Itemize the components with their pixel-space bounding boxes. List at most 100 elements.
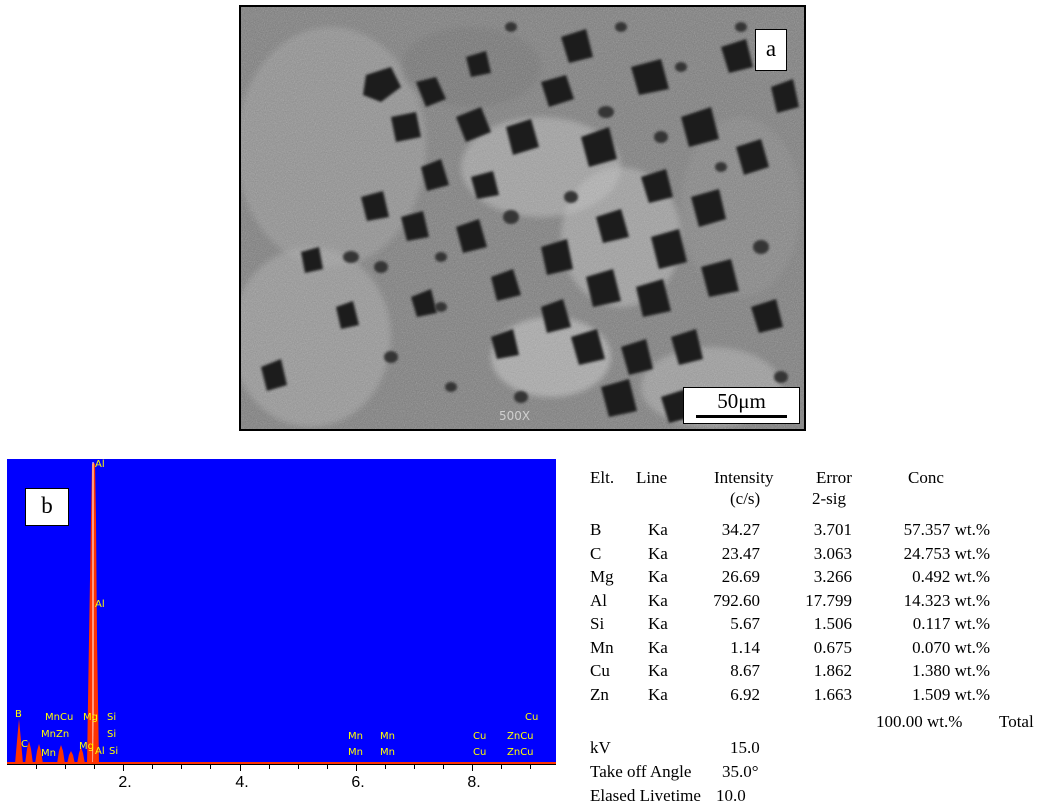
cell-element: Cu [590, 661, 610, 680]
peak-label-si: Si [107, 712, 117, 723]
spectrum-x-axis: 2. 4. 6. 8. [7, 764, 556, 804]
cell-conc: 0.070 wt.% [912, 637, 990, 657]
cell-conc: 0.117 wt.% [912, 614, 990, 633]
axis-tick [298, 764, 299, 769]
cell-element: Si [590, 614, 605, 633]
cell-line: Ka [648, 520, 668, 539]
peak-label-cu-8a: Cu [473, 731, 487, 742]
header-line: Line [636, 468, 668, 487]
mn-low-peak [35, 744, 43, 764]
peak-label-mn-low: Mn [41, 748, 56, 759]
axis-tick [327, 764, 328, 769]
axis-tick-major [356, 764, 357, 771]
axis-tick [414, 764, 415, 769]
peak-label-zncu-a: ZnCu [507, 731, 534, 742]
header-error: Error [816, 468, 852, 487]
cell-conc: 0.492 wt.% [912, 567, 990, 586]
cell-error: 3.063 [813, 543, 852, 563]
axis-tick-major [240, 764, 241, 771]
cell-element: Mg [590, 567, 614, 586]
b-peak [15, 719, 23, 764]
peak-label-mn-6b: Mn [380, 731, 395, 742]
mg-peak-2 [77, 747, 85, 764]
cell-element: Mn [590, 637, 614, 657]
takeoff-label: Take off Angle [590, 762, 692, 781]
scale-bar-text: 50μm [717, 389, 766, 413]
livetime-label: Elased Livetime [590, 786, 701, 805]
cell-element: Al [590, 590, 607, 610]
cell-line: Ka [648, 614, 668, 633]
cell-conc: 57.357 wt.% [903, 520, 990, 539]
cell-line: Ka [648, 661, 668, 680]
peak-label-al-mid: Al [95, 599, 105, 610]
peak-label-cu-8b: Cu [473, 747, 487, 758]
axis-tick-major [472, 764, 473, 771]
peak-label-si-mid: Si [107, 729, 117, 740]
cell-element: Zn [590, 684, 609, 704]
cell-line: Ka [648, 684, 668, 704]
cell-error: 1.862 [813, 661, 852, 680]
zn-peak [67, 751, 75, 764]
peak-label-mg-low: Mg [79, 741, 94, 752]
header-error-sub: 2-sig [812, 489, 846, 508]
peak-label-si-low: Si [109, 746, 119, 757]
cell-intensity: 1.14 [730, 637, 760, 657]
eds-spectrum: Al Al B MnCu Mg Si C MnZn Si Mn Mg Al Si… [7, 459, 556, 764]
axis-tick [36, 764, 37, 769]
peak-label-mn-6a: Mn [348, 731, 363, 742]
panel-a-label: a [755, 29, 787, 71]
cell-intensity: 34.27 [721, 520, 760, 539]
cell-line: Ka [648, 637, 668, 657]
cell-element: B [590, 520, 602, 539]
cell-intensity: 8.67 [730, 661, 760, 680]
total-label: Total [999, 712, 1034, 731]
axis-tick-label: 6. [351, 774, 365, 791]
axis-line [7, 764, 556, 765]
mg-peak [57, 745, 65, 764]
axis-tick [152, 764, 153, 769]
cell-error: 0.675 [813, 637, 852, 657]
axis-tick [269, 764, 270, 769]
axis-tick [443, 764, 444, 769]
panel-b-label: b [25, 488, 69, 526]
cell-error: 3.266 [813, 567, 852, 586]
peak-label-mn-6d: Mn [380, 747, 395, 758]
header-intensity-unit: (c/s) [730, 489, 761, 508]
axis-tick [181, 764, 182, 769]
cell-element: C [590, 543, 602, 563]
kv-value: 15.0 [730, 738, 760, 757]
axis-tick [65, 764, 66, 769]
quant-table: Elt. Line Intensity (c/s) Error 2-sig Co… [590, 466, 1046, 806]
c-peak [25, 741, 33, 764]
peak-label-mncu: MnCu [45, 712, 74, 723]
total-value: 100.00 wt.% [876, 712, 963, 731]
cell-intensity: 26.69 [721, 567, 760, 586]
cell-line: Ka [648, 567, 668, 586]
sem-micrograph: LX a 50μm 500X [239, 5, 806, 431]
peak-label-zncu-b: ZnCu [507, 747, 534, 758]
header-elt: Elt. [590, 468, 615, 487]
axis-tick [385, 764, 386, 769]
peak-label-al-low: Al [95, 746, 105, 757]
peak-label-mg: Mg [83, 712, 98, 723]
cell-error: 1.663 [813, 684, 852, 704]
takeoff-value: 35.0° [722, 762, 759, 781]
peak-label-cu-9: Cu [525, 712, 539, 723]
cell-intensity: 5.67 [730, 614, 760, 633]
axis-tick [530, 764, 531, 769]
axis-tick [94, 764, 95, 769]
cell-conc: 1.380 wt.% [912, 661, 990, 680]
peak-label-al-top: Al [95, 459, 105, 470]
cell-error: 3.701 [813, 520, 852, 539]
al-peak-2 [93, 609, 98, 764]
axis-tick-label: 2. [118, 774, 132, 791]
scale-bar-line [696, 415, 787, 418]
axis-tick [501, 764, 502, 769]
sem-header-text: LX [245, 9, 259, 22]
cell-line: Ka [648, 543, 668, 563]
cell-error: 1.506 [813, 614, 852, 633]
sem-image [241, 7, 804, 429]
cell-conc: 24.753 wt.% [903, 543, 990, 563]
peak-label-mn-6c: Mn [348, 747, 363, 758]
axis-tick [210, 764, 211, 769]
